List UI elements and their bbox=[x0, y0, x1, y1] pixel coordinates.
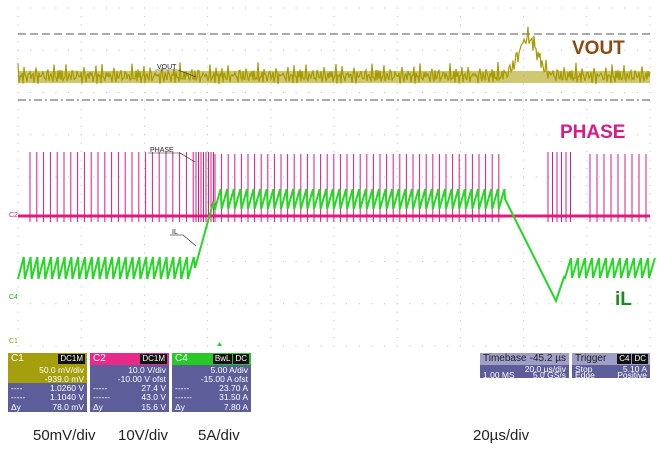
timebase-delay: -45.2 µs bbox=[529, 353, 566, 364]
trigger-label: Trigger bbox=[575, 353, 607, 364]
trigger-type-slope: Edge Positive bbox=[575, 370, 647, 380]
il-trace-title: iL bbox=[615, 289, 632, 310]
vout-probe-leader bbox=[177, 69, 197, 78]
channel-2-scale: 10.0 V/div bbox=[90, 365, 169, 375]
channel-4-bwl-badge: BwL bbox=[212, 354, 233, 364]
channel-1-name: C1 bbox=[11, 353, 24, 364]
ch2-scale-caption: 10V/div bbox=[118, 427, 169, 444]
channel-1-header: C1 DC1M bbox=[8, 353, 87, 365]
channel-4-name: C4 bbox=[175, 353, 188, 364]
il-probe-label: IL bbox=[172, 229, 178, 236]
c4-marker: C4 bbox=[9, 294, 18, 301]
vout-probe-label: VOUT bbox=[157, 64, 177, 71]
channel-2-offset: -10.00 V ofst bbox=[90, 374, 169, 384]
ch4-scale-caption: 5A/div bbox=[198, 427, 240, 444]
phase-trace-title: PHASE bbox=[560, 122, 625, 143]
timebase-label: Timebase bbox=[483, 353, 527, 364]
phase-pulses bbox=[29, 152, 647, 222]
c2-marker: C2 bbox=[9, 212, 18, 219]
channel-4-header: C4 BwL DC bbox=[172, 353, 251, 365]
channel-2-header: C2 DC1M bbox=[90, 353, 169, 365]
channel-1-coupling-badge: DC1M bbox=[58, 354, 85, 364]
vout-trace-title: VOUT bbox=[572, 38, 625, 59]
phase-probe-label: PHASE bbox=[150, 147, 174, 154]
channel-4-delta: Δy 7.80 A bbox=[172, 402, 251, 412]
time-scale-caption: 20µs/div bbox=[473, 427, 530, 444]
channel-1-delta: Δy 78.0 mV bbox=[8, 402, 87, 412]
channel-2-name: C2 bbox=[93, 353, 106, 364]
il-probe-leader bbox=[182, 234, 197, 247]
trigger-mode-level: Stop 5.10 A bbox=[575, 364, 647, 374]
channel-1-cursor2: ----- 1.1040 V bbox=[8, 392, 87, 402]
channel-2-delta: Δy 15.6 V bbox=[90, 402, 169, 412]
trigger-marker bbox=[217, 342, 222, 346]
channel-2-panel[interactable]: C2 DC1M 10.0 V/div -10.00 V ofst ----- 27… bbox=[90, 353, 169, 402]
timebase-per-div: 20.0 µs/div bbox=[524, 364, 566, 374]
channel-4-scale: 5.00 A/div bbox=[172, 365, 251, 375]
vout-band bbox=[18, 71, 650, 83]
channel-4-panel[interactable]: C4 BwL DC 5.00 A/div -15.00 A ofst -----… bbox=[172, 353, 251, 402]
trigger-coupling-badge: DC bbox=[632, 354, 648, 364]
c1-marker: C1 bbox=[9, 338, 18, 345]
channel-1-cursor1: ---- 1.0260 V bbox=[8, 383, 87, 393]
timebase-samples: 1.00 MS 5.0 GS/s bbox=[483, 370, 566, 380]
channel-1-panel[interactable]: C1 DC1M 50.0 mV/div -939.0 mV ---- 1.0260… bbox=[8, 353, 87, 402]
ch1-scale-caption: 50mV/div bbox=[33, 427, 96, 444]
channel-4-cursor1: ----- 23.70 A bbox=[172, 383, 251, 393]
phase-probe-leader bbox=[179, 152, 196, 163]
channel-1-scale: 50.0 mV/div bbox=[39, 365, 84, 375]
trigger-header: Trigger C4 DC bbox=[572, 353, 650, 365]
channel-4-coupling-badge: DC bbox=[233, 354, 249, 364]
timebase-header: Timebase -45.2 µs bbox=[480, 353, 569, 365]
il-waveform bbox=[17, 188, 656, 304]
channel-2-coupling-badge: DC1M bbox=[140, 354, 167, 364]
waveforms bbox=[17, 26, 656, 304]
channel-4-offset: -15.00 A ofst bbox=[172, 374, 251, 384]
channel-2-cursor1: ----- 27.4 V bbox=[90, 383, 169, 393]
channel-1-offset: -939.0 mV bbox=[44, 374, 84, 384]
timebase-panel[interactable]: Timebase -45.2 µs 20.0 µs/div 1.00 MS 5.0… bbox=[480, 353, 569, 380]
trigger-panel[interactable]: Trigger C4 DC Stop 5.10 A Edge Positive bbox=[572, 353, 650, 380]
channel-4-cursor2: ------ 31.50 A bbox=[172, 392, 251, 402]
trigger-source-badge: C4 bbox=[617, 354, 632, 364]
channel-2-cursor2: ------ 43.0 V bbox=[90, 392, 169, 402]
